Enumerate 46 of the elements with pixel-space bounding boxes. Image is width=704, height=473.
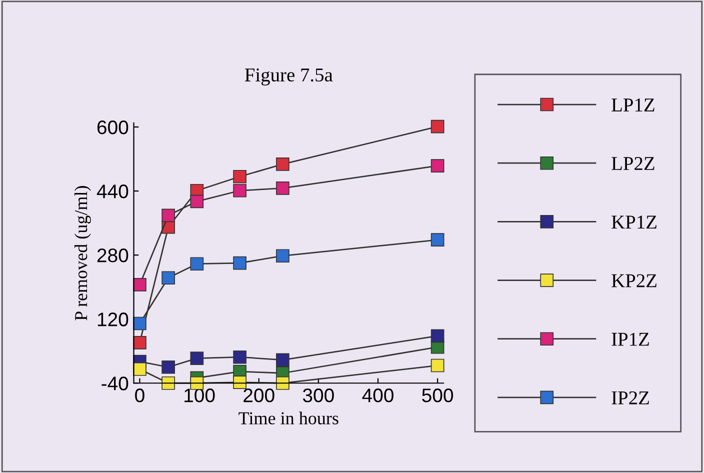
point <box>233 350 246 364</box>
point <box>430 358 444 372</box>
x-tick-label: 400 <box>362 388 394 402</box>
x-tick-label: 100 <box>184 388 215 402</box>
y-tick-label: 600 <box>97 120 128 134</box>
point <box>430 329 444 343</box>
point <box>276 353 290 367</box>
point <box>190 352 204 365</box>
point <box>430 159 444 172</box>
legend-label: KP1Z <box>612 216 656 228</box>
point <box>133 336 146 350</box>
legend-label: LP2Z <box>612 157 654 170</box>
y-tick-label: -40 <box>102 376 128 390</box>
point <box>162 376 175 390</box>
y-tick-label: 280 <box>97 248 128 262</box>
y-tick-label: 120 <box>98 312 128 326</box>
point <box>430 233 444 247</box>
x-tick-label: 200 <box>244 388 274 402</box>
point <box>233 184 246 198</box>
point <box>276 376 290 390</box>
x-tick-label: 0 <box>135 388 144 402</box>
point <box>190 194 204 208</box>
point <box>162 208 175 222</box>
point <box>233 170 246 184</box>
point <box>190 257 204 271</box>
point <box>133 278 146 292</box>
point <box>233 256 246 270</box>
point <box>430 120 444 134</box>
point <box>162 271 175 285</box>
point <box>276 249 290 263</box>
point <box>162 360 175 374</box>
point <box>133 362 146 376</box>
point <box>276 158 290 171</box>
point <box>233 376 246 389</box>
legend-label: KP2Z <box>612 274 656 288</box>
y-axis-title: P removed (ug/ml) <box>74 186 91 320</box>
legend-label: IP2Z <box>612 391 649 404</box>
point <box>133 316 146 330</box>
y-tick-label: 440 <box>96 184 128 198</box>
legend-label: IP1Z <box>612 332 649 346</box>
chart-title: Figure 7.5a <box>244 68 333 86</box>
legend-label: LP1Z <box>612 98 654 112</box>
x-axis-title: Time in hours <box>238 412 338 424</box>
x-tick-label: 500 <box>422 388 454 402</box>
point <box>276 182 290 195</box>
x-tick-label: 300 <box>302 388 334 402</box>
